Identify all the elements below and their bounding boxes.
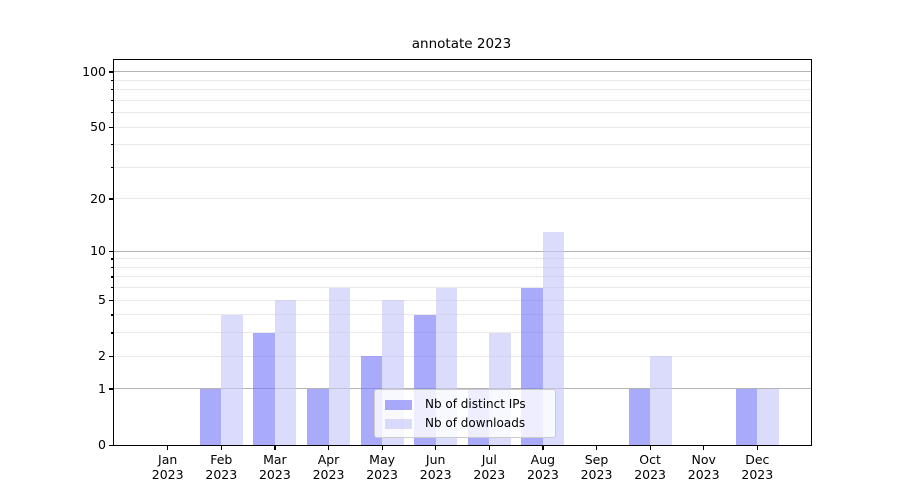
legend-row: Nb of distinct IPs [385,395,555,414]
x-axis-tick-label: Jun 2023 [419,452,452,482]
y-axis-minor-tick [110,166,113,169]
x-axis-tick-label: Aug 2023 [526,452,559,482]
y-axis-minor-tick [110,276,113,278]
legend: Nb of distinct IPs Nb of downloads [374,389,556,438]
x-axis-tick-label: Dec 2023 [741,452,774,482]
gridline-major [114,388,811,390]
gridline-major [114,250,811,252]
legend-label-distinct-ips: Nb of distinct IPs [425,397,526,411]
gridline-minor [114,166,811,168]
legend-label-downloads: Nb of downloads [425,416,526,430]
x-axis-tick-label: Sep 2023 [580,452,613,482]
chart-title: annotate 2023 [411,36,512,52]
gridline-minor [114,198,811,200]
y-axis-tick-label: 5 [98,292,106,308]
y-axis-tick [109,71,113,73]
x-axis-tick [328,446,330,450]
x-axis-tick [542,446,544,450]
y-axis-minor-tick [110,99,113,102]
y-axis-tick [109,388,113,390]
bar-downloads [221,314,243,445]
legend-swatch-distinct-ips [385,399,412,410]
gridline-minor [114,112,811,114]
y-axis-tick [109,444,113,446]
gridline-minor [114,144,811,146]
x-axis-tick [649,446,651,450]
gridline-minor [114,258,811,260]
bar-distinct-ips [307,388,329,445]
y-axis-minor-tick [110,112,113,114]
y-axis-tick-label: 10 [90,243,106,259]
y-axis-tick [109,355,113,357]
x-axis-tick-label: Feb 2023 [205,452,238,482]
y-axis-tick [109,250,113,252]
gridline-major [114,71,811,73]
gridline-minor [114,99,811,101]
gridline-minor [114,126,811,128]
x-axis-tick-label: Mar 2023 [258,452,291,482]
legend-swatch-downloads [385,418,412,429]
y-axis-tick-label: 0 [98,437,106,452]
gridline-minor [114,314,811,316]
bar-downloads [274,300,297,445]
gridline-minor [114,89,811,91]
x-axis-tick [381,446,383,450]
y-axis-tick-label: 2 [98,348,106,364]
y-axis-tick-label: 50 [90,119,106,135]
bar-distinct-ips [253,332,275,445]
x-axis-tick [274,446,276,450]
gridline-minor [114,276,811,278]
plot-area: 0 1 2 5 10 20 50 100 Jan 2023 Feb 2023 Mar 2023 Apr 202… [82,59,812,482]
x-axis-tick [435,446,437,450]
bar-distinct-ips [199,388,222,445]
x-axis-tick [703,446,705,450]
gridline-minor [114,79,811,81]
y-axis-tick [109,198,113,200]
bar-downloads [328,287,350,445]
bar-distinct-ips [628,388,651,445]
legend-row: Nb of downloads [385,414,555,433]
x-axis-tick [167,446,169,450]
y-axis-tick-label: 1 [98,380,106,396]
x-axis-tick-label: Apr 2023 [312,452,345,482]
y-axis-tick [109,126,113,128]
x-axis-tick-label: Nov 2023 [687,452,720,482]
y-axis-tick-label: 100 [82,63,106,79]
y-axis-minor-tick [110,266,113,269]
x-axis-tick [596,446,598,450]
gridline-minor [114,355,811,357]
bar-downloads [650,356,672,445]
y-axis-tick [109,299,113,301]
y-axis-minor-tick [110,314,113,316]
x-axis-tick [220,446,222,450]
x-axis-tick-label: Jul 2023 [473,452,506,482]
gridline-minor [114,299,811,301]
y-axis-minor-tick [110,287,113,289]
x-axis-tick [756,446,758,450]
y-axis-minor-tick [110,332,113,334]
y-axis-minor-tick [110,89,113,91]
x-axis-tick-label: May 2023 [366,452,398,482]
y-axis-minor-tick [110,144,113,146]
gridline-minor [114,266,811,268]
gridline-minor [114,287,811,289]
x-axis-tick [488,446,490,450]
y-axis-minor-tick [110,258,113,260]
y-axis-minor-tick [110,79,113,81]
x-axis-tick-label: Oct 2023 [634,452,666,482]
bar-downloads [757,388,779,445]
y-axis-tick-label: 20 [90,190,106,206]
bar-distinct-ips [735,388,758,445]
x-axis-tick-label: Jan 2023 [151,452,184,482]
gridline-minor [114,332,811,334]
